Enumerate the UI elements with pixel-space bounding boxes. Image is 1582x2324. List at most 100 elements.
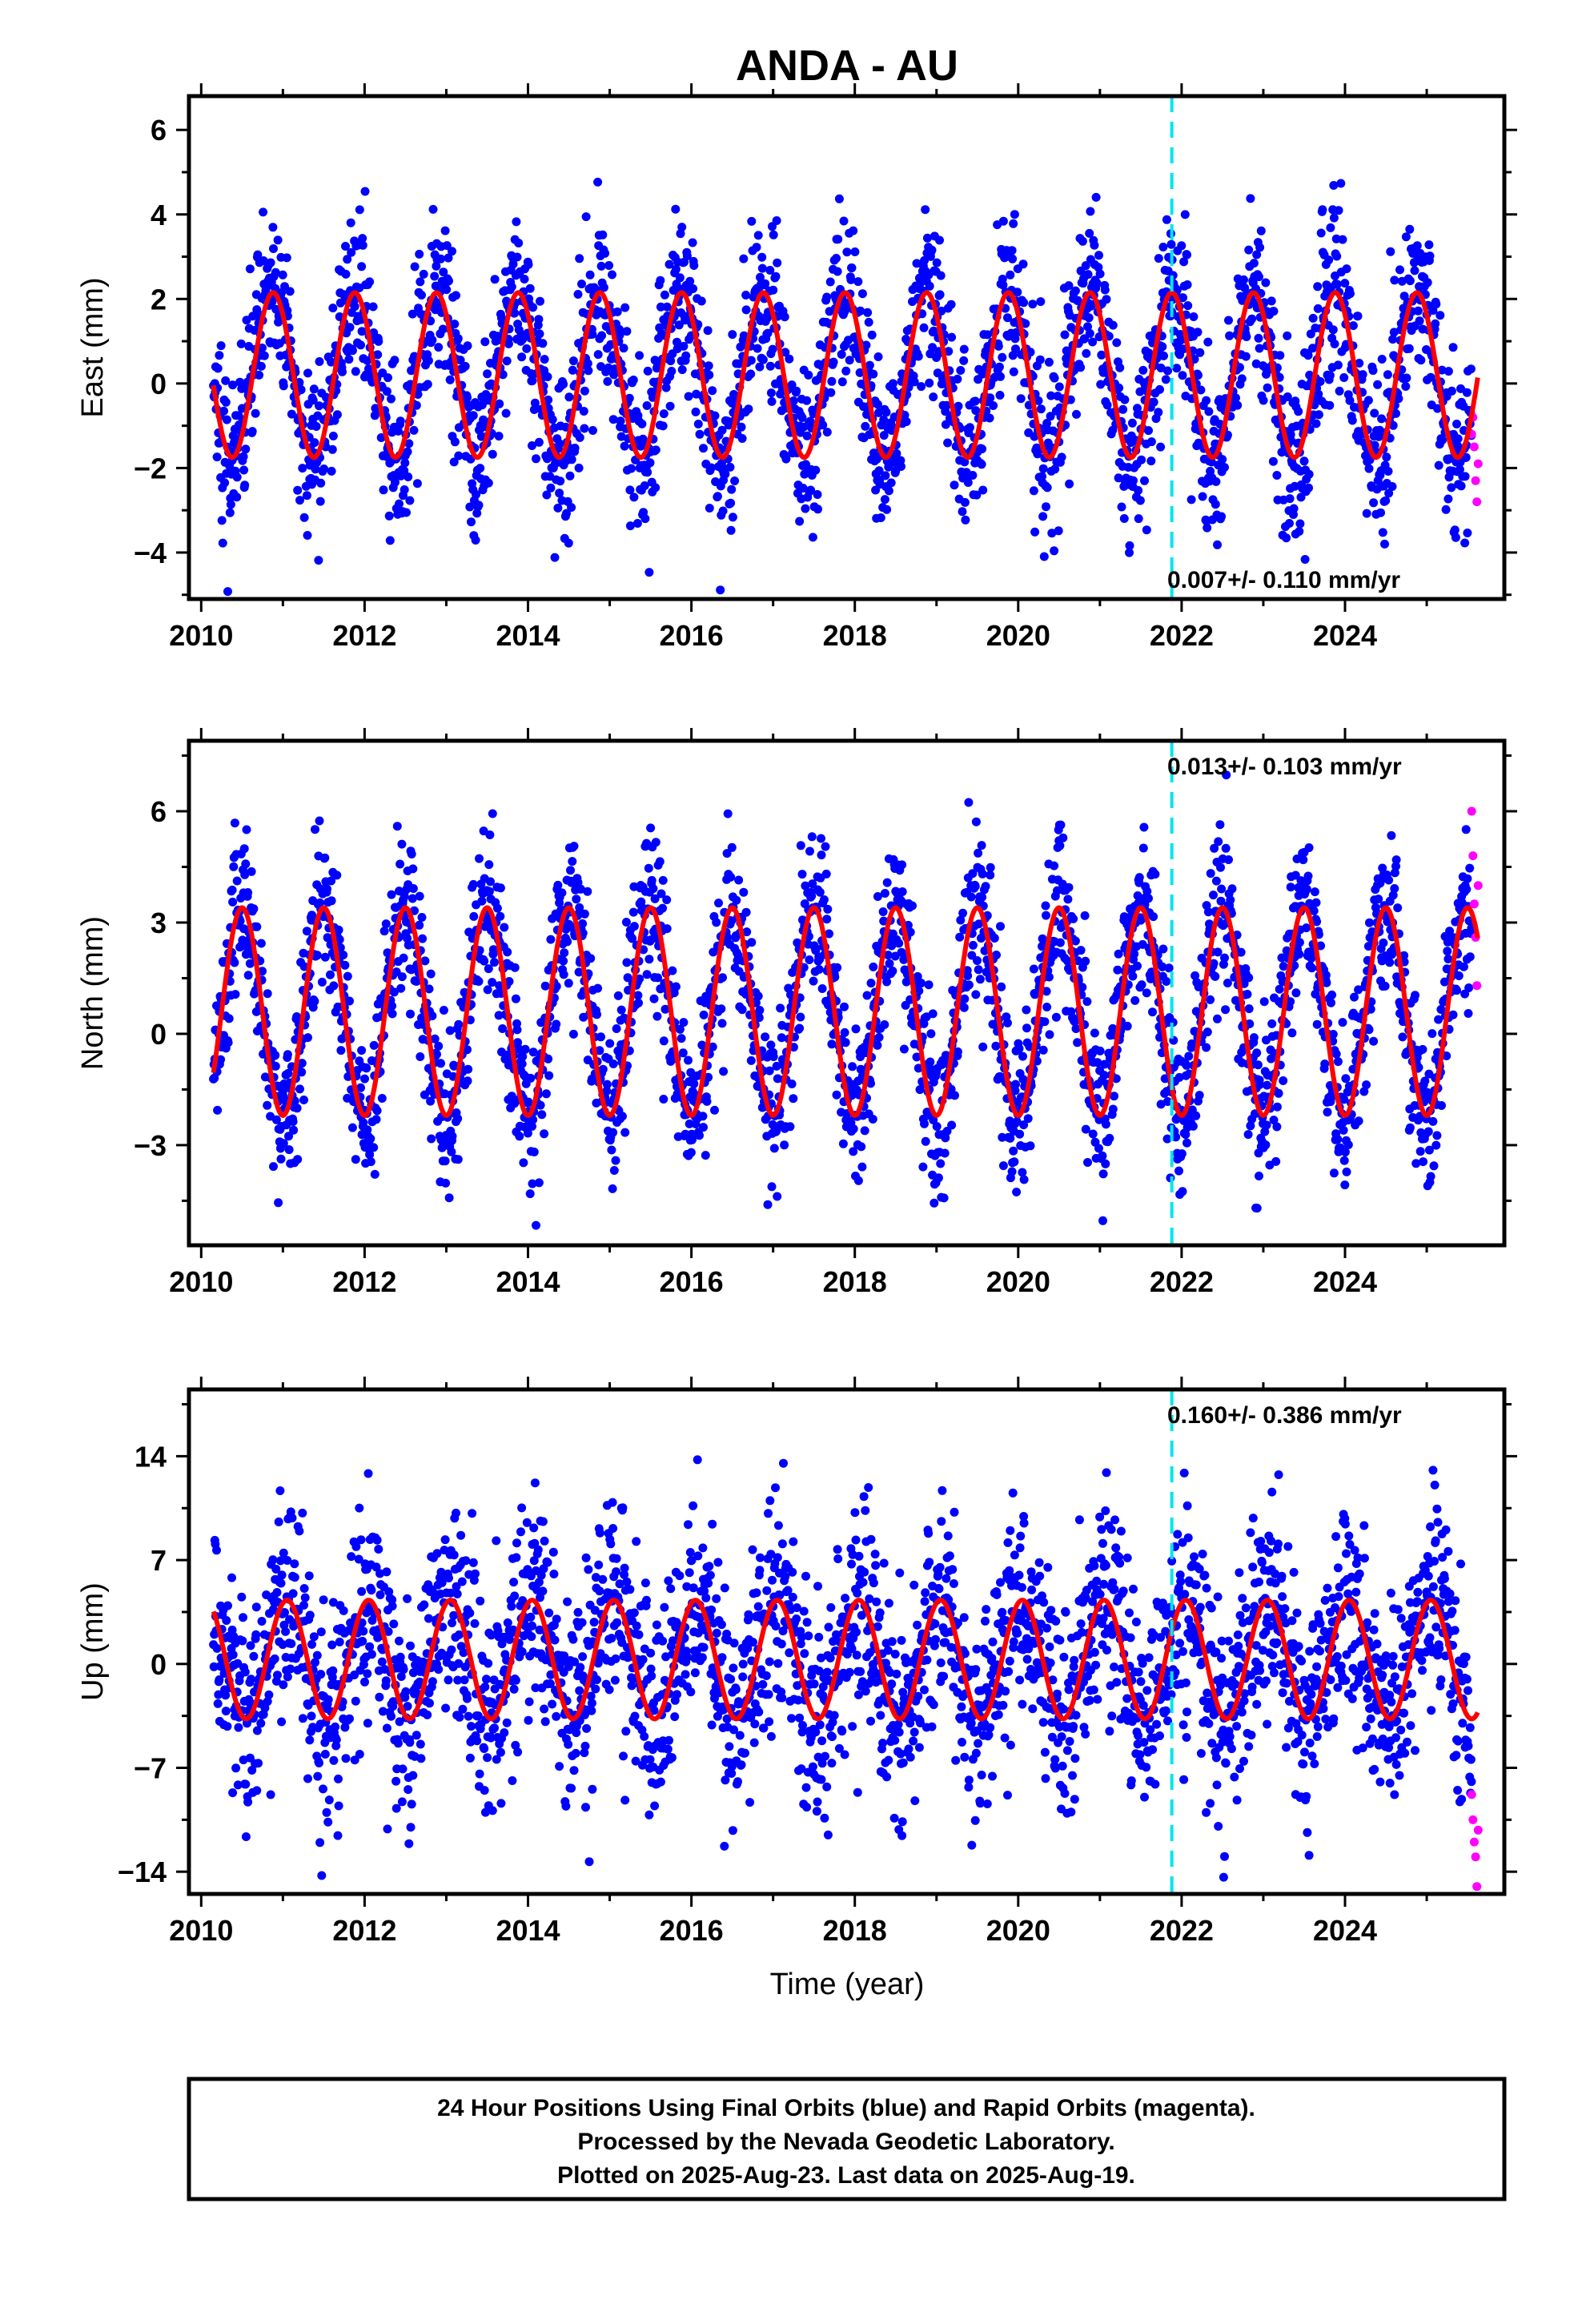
north-final-point-1979 — [1149, 912, 1158, 922]
east-final-point-1909 — [1119, 514, 1129, 523]
east-y-tick-label-6: 6 — [151, 114, 167, 147]
east-x-tick-label-2014: 2014 — [496, 619, 560, 652]
east-final-point-1568 — [954, 401, 963, 411]
east-final-point-1146 — [753, 344, 762, 353]
north-final-point-828 — [602, 1080, 612, 1089]
north-final-point-329 — [366, 1134, 375, 1144]
east-final-point-289 — [347, 346, 357, 356]
east-final-point-485 — [444, 276, 453, 286]
east-final-point-366 — [385, 536, 395, 545]
east-final-point-340 — [373, 350, 383, 360]
east-y-tick-label--4: −4 — [134, 537, 167, 569]
east-final-point-2552 — [1424, 240, 1434, 250]
north-final-point-693 — [540, 1129, 549, 1139]
east-final-point-695 — [540, 355, 549, 364]
east-final-point-2479 — [1390, 275, 1399, 285]
east-final-point-1148 — [753, 231, 763, 240]
east-final-point-596 — [494, 432, 504, 441]
east-final-point-910 — [640, 514, 650, 524]
north-final-point-634 — [510, 963, 520, 972]
east-final-point-2079 — [1202, 396, 1211, 405]
east-final-point-387 — [396, 416, 405, 426]
north-final-point-1697 — [1018, 1051, 1027, 1061]
east-x-tick-label-2018: 2018 — [823, 619, 887, 652]
north-final-point-266 — [336, 1046, 346, 1055]
north-final-point-750 — [566, 866, 575, 875]
north-final-point-1720 — [1029, 964, 1038, 974]
east-final-point-1014 — [689, 261, 699, 270]
east-final-point-2358 — [1332, 251, 1342, 261]
north-final-point-841 — [608, 1128, 618, 1137]
east-final-point-1964 — [1146, 437, 1156, 447]
east-final-point-886 — [629, 493, 639, 502]
east-y-tick-label-2: 2 — [151, 283, 167, 316]
east-final-point-1413 — [881, 471, 890, 480]
east-final-point-587 — [490, 275, 500, 284]
east-final-point-648 — [518, 335, 528, 344]
north-final-point-1061 — [714, 899, 723, 908]
east-final-point-1628 — [982, 330, 992, 340]
east-final-point-1744 — [1039, 552, 1049, 561]
east-final-point-897 — [635, 351, 644, 360]
north-final-point-456 — [427, 1134, 436, 1144]
east-final-point-26 — [221, 376, 231, 385]
east-final-point-1604 — [971, 406, 981, 416]
east-final-point-49 — [232, 493, 242, 502]
east-final-point-597 — [495, 399, 504, 408]
north-final-point-413 — [407, 850, 416, 858]
east-final-point-1313 — [833, 267, 842, 276]
north-final-point-2103 — [1206, 869, 1215, 879]
north-final-point-948 — [658, 903, 668, 913]
north-final-point-1579 — [963, 971, 973, 980]
east-final-point-398 — [402, 508, 411, 517]
east-final-point-1317 — [834, 194, 844, 203]
east-final-point-747 — [564, 538, 573, 548]
panel-north: 2010 2012 2014 2016 2018 2020 2022 2024−3036Nor… — [76, 728, 1517, 1298]
east-final-point-1723 — [1030, 527, 1040, 537]
east-final-point-1399 — [874, 466, 884, 476]
north-final-point-1126 — [747, 938, 757, 947]
north-final-point-1639 — [992, 951, 1001, 959]
east-final-point-1957 — [1144, 426, 1153, 436]
east-final-point-1592 — [966, 423, 974, 432]
east-final-point-1330 — [841, 366, 851, 376]
east-final-point-1178 — [769, 285, 778, 295]
east-final-point-943 — [656, 275, 665, 285]
east-final-point-449 — [428, 336, 437, 345]
east-final-point-1250 — [802, 396, 812, 405]
north-final-point-1028 — [698, 1112, 708, 1121]
north-final-point-393 — [397, 839, 407, 849]
east-final-point-817 — [597, 331, 607, 340]
north-final-point-48 — [232, 876, 242, 886]
east-final-point-1993 — [1161, 375, 1170, 384]
east-final-point-1678 — [1009, 219, 1018, 228]
east-final-point-1892 — [1112, 338, 1122, 348]
east-final-point-2068 — [1195, 348, 1205, 357]
east-final-point-1043 — [703, 326, 713, 336]
east-final-point-949 — [659, 409, 669, 419]
north-final-point-1940 — [1130, 995, 1140, 1005]
north-final-point-1831 — [1080, 911, 1090, 920]
east-final-point-2276 — [1295, 527, 1304, 536]
east-final-point-992 — [679, 341, 689, 351]
north-final-point-1270 — [815, 887, 825, 897]
east-final-point-2344 — [1325, 371, 1335, 380]
east-final-point-1204 — [780, 312, 789, 322]
east-final-point-1475 — [909, 377, 919, 387]
east-final-point-1096 — [728, 513, 737, 522]
east-final-point-1297 — [825, 277, 835, 287]
east-final-point-797 — [588, 329, 597, 339]
north-final-point-335 — [369, 1040, 379, 1050]
east-final-point-2464 — [1383, 370, 1392, 380]
east-final-point-1581 — [959, 344, 969, 354]
east-final-point-2466 — [1384, 489, 1394, 498]
north-final-point-1500 — [924, 980, 934, 990]
east-final-point-1548 — [944, 347, 954, 356]
east-final-point-2267 — [1290, 481, 1299, 491]
east-final-point-1793 — [1064, 281, 1074, 291]
east-final-point-1282 — [818, 420, 828, 430]
north-final-point-2043 — [1178, 1187, 1187, 1196]
east-final-point-2385 — [1346, 289, 1355, 299]
east-final-point-878 — [625, 521, 635, 531]
north-final-point-754 — [568, 857, 577, 866]
